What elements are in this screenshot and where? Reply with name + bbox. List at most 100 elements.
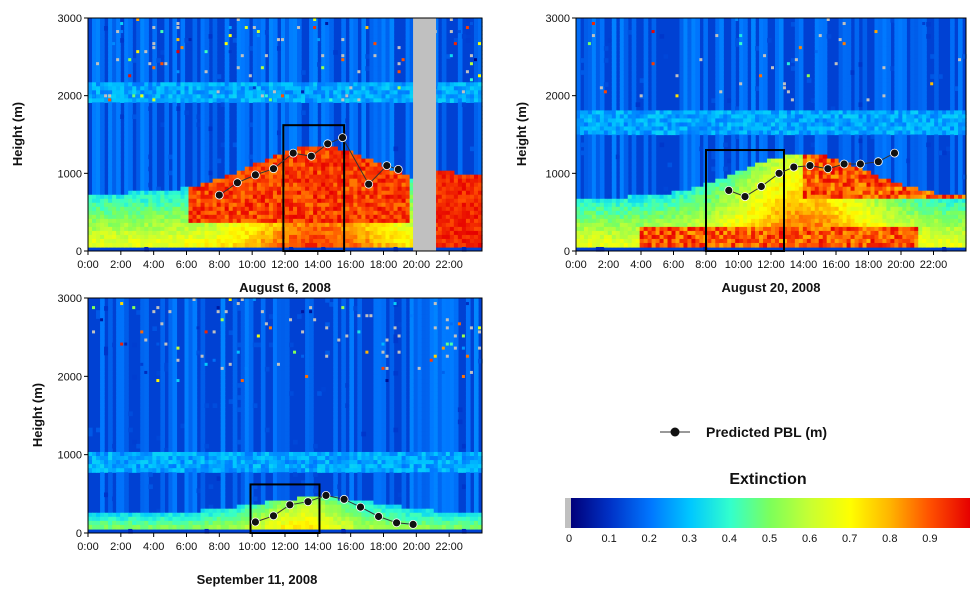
heat-cell — [329, 26, 334, 31]
heat-cell — [172, 122, 178, 128]
heat-cell — [152, 218, 157, 224]
heat-cell — [100, 78, 105, 83]
heat-cell — [244, 90, 250, 95]
heat-cell — [305, 150, 310, 156]
heat-cell — [224, 34, 230, 39]
heat-cell — [100, 90, 105, 95]
heat-cell — [595, 50, 601, 55]
heat-cell — [385, 178, 391, 184]
heat-cell — [244, 182, 250, 188]
heat-cell — [285, 126, 290, 132]
heat-cell — [329, 78, 334, 83]
heat-cell — [192, 126, 198, 132]
heat-cell — [469, 186, 475, 192]
heat-cell — [301, 198, 306, 204]
heat-cell — [204, 150, 210, 156]
heat-cell — [268, 150, 274, 156]
heat-cell — [365, 198, 371, 204]
heat-cell — [212, 166, 218, 172]
heat-cell — [619, 18, 625, 23]
heat-cell — [397, 214, 403, 220]
heat-cell — [349, 234, 354, 240]
heat-cell — [405, 174, 411, 180]
heat-cell — [595, 158, 601, 164]
heat-cell — [469, 90, 475, 95]
heat-cell — [244, 42, 250, 47]
heat-cell — [224, 138, 230, 144]
heat-cell — [301, 154, 306, 160]
heat-cell — [377, 198, 383, 204]
heat-cell — [313, 62, 318, 67]
noise-pixel — [248, 74, 252, 78]
heat-cell — [204, 18, 210, 23]
heat-cell — [285, 42, 290, 47]
noise-pixel — [176, 22, 180, 26]
heat-cell — [345, 170, 350, 176]
heat-cell — [373, 198, 379, 204]
heat-cell — [305, 242, 310, 248]
heat-cell — [449, 218, 455, 224]
heat-cell — [236, 230, 242, 236]
heat-cell — [377, 98, 383, 103]
heat-cell — [128, 154, 133, 160]
heat-cell — [224, 214, 230, 220]
heat-cell — [369, 206, 375, 212]
heat-cell — [112, 162, 117, 168]
heat-cell — [377, 138, 383, 144]
heat-cell — [172, 90, 178, 95]
heat-cell — [473, 74, 479, 79]
heat-cell — [321, 22, 326, 27]
heat-cell — [457, 166, 463, 172]
heat-cell — [453, 226, 459, 232]
heat-cell — [587, 234, 593, 240]
heat-cell — [168, 210, 174, 216]
heat-cell — [361, 102, 367, 107]
y-tick-label: 3000 — [58, 13, 82, 25]
heat-cell — [576, 230, 581, 236]
heat-cell — [96, 234, 101, 240]
heat-cell — [120, 90, 125, 95]
heat-cell — [409, 78, 415, 83]
heat-cell — [96, 230, 101, 236]
heat-cell — [453, 182, 459, 188]
heat-cell — [184, 90, 190, 95]
heat-cell — [583, 154, 589, 160]
heat-cell — [136, 138, 141, 144]
heat-cell — [309, 162, 314, 168]
heat-cell — [469, 146, 475, 152]
heat-cell — [285, 218, 290, 224]
heat-cell — [200, 78, 206, 83]
heat-cell — [136, 166, 141, 172]
heat-cell — [108, 138, 113, 144]
heat-cell — [144, 134, 149, 140]
heat-cell — [92, 106, 97, 111]
heat-cell — [599, 126, 605, 132]
heat-cell — [587, 34, 593, 39]
heat-cell — [236, 146, 242, 152]
heat-cell — [441, 242, 447, 248]
heat-cell — [272, 62, 278, 67]
heat-cell — [232, 226, 238, 232]
highlight-box — [282, 124, 346, 252]
heat-cell — [353, 118, 358, 124]
heat-cell — [289, 242, 294, 248]
heat-cell — [184, 198, 190, 204]
heat-cell — [240, 82, 246, 87]
heat-cell — [389, 222, 395, 228]
heat-cell — [293, 226, 298, 232]
heat-cell — [252, 38, 258, 43]
heat-cell — [152, 158, 157, 164]
heat-cell — [477, 174, 483, 180]
heat-cell — [128, 202, 133, 208]
heat-cell — [88, 218, 93, 224]
heat-cell — [144, 222, 149, 228]
heat-cell — [124, 130, 129, 136]
heat-cell — [264, 90, 270, 95]
heat-cell — [385, 86, 391, 91]
heat-cell — [285, 238, 290, 244]
heat-cell — [361, 162, 367, 168]
heat-cell — [164, 70, 170, 75]
heat-cell — [164, 114, 170, 120]
heat-cell — [293, 158, 298, 164]
heat-cell — [216, 202, 222, 208]
